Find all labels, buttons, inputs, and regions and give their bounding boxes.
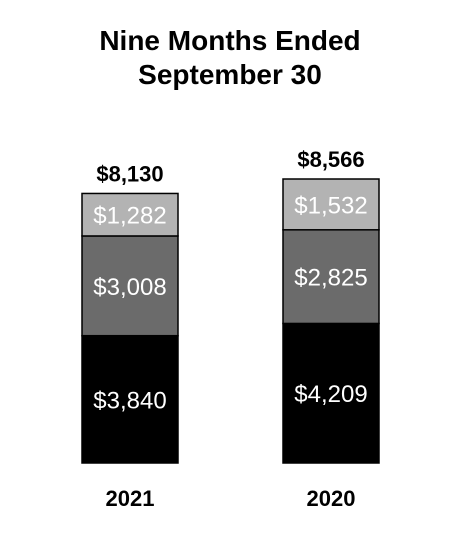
- category-label-2021: 2021: [106, 486, 155, 511]
- segment-label-2020-1: $2,825: [294, 265, 367, 292]
- chart-title-line-2: September 30: [138, 59, 322, 90]
- category-label-2020: 2020: [307, 486, 356, 511]
- bar-segment-2020-2: [282, 178, 380, 231]
- segment-label-2021-1: $3,008: [93, 274, 166, 301]
- bar-segment-2020-1: [282, 229, 380, 325]
- segment-label-2020-0: $4,209: [294, 381, 367, 408]
- bar-segment-2021-1: [81, 235, 179, 337]
- chart-title-line-1: Nine Months Ended: [99, 25, 361, 56]
- segment-label-2020-2: $1,532: [294, 192, 367, 219]
- bar-segment-2021-2: [81, 192, 179, 237]
- segment-label-2021-2: $1,282: [93, 203, 166, 230]
- total-label-2020: $8,566: [297, 147, 364, 172]
- bar-segment-2021-0: [81, 334, 179, 464]
- total-label-2021: $8,130: [96, 161, 163, 186]
- segment-label-2021-0: $3,840: [93, 387, 166, 414]
